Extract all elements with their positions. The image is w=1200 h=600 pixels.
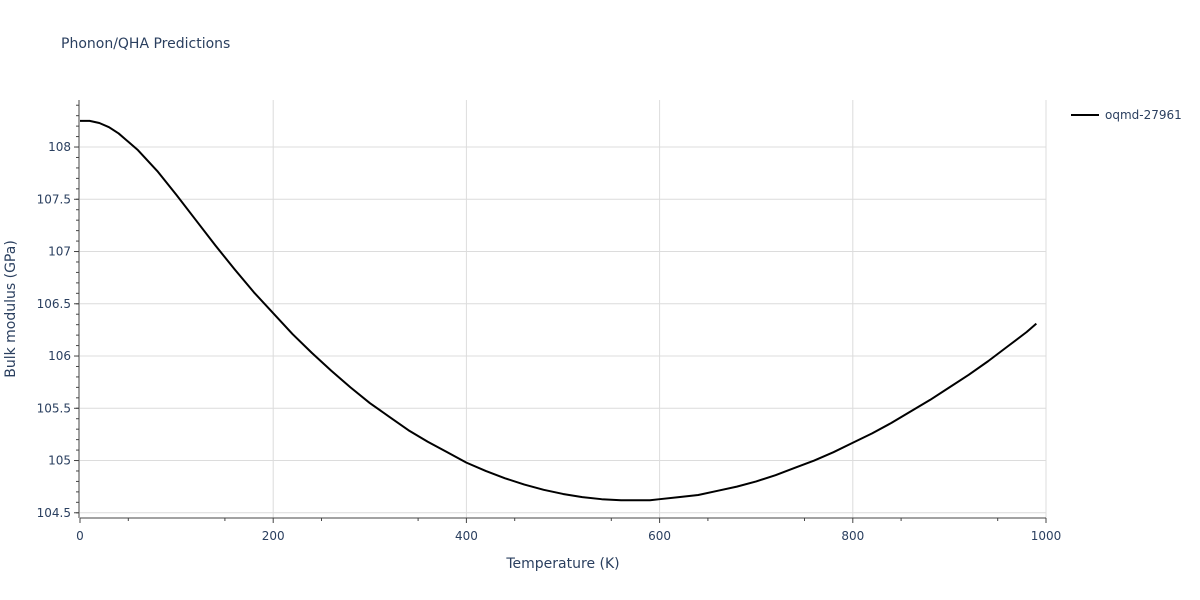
y-axis-ticks: 104.5 105 105.5 106 106.5 107 107.5 108 bbox=[37, 104, 79, 520]
x-tick-label: 400 bbox=[455, 529, 478, 543]
x-tick-label: 800 bbox=[841, 529, 864, 543]
y-tick-label: 106 bbox=[48, 349, 71, 363]
series-line-0 bbox=[80, 119, 1037, 502]
legend[interactable]: oqmd-27961 bbox=[1071, 108, 1182, 122]
y-tick-label: 108 bbox=[48, 140, 71, 154]
x-tick-label: 600 bbox=[648, 529, 671, 543]
y-tick-label: 104.5 bbox=[37, 506, 71, 520]
y-tick-label: 107 bbox=[48, 245, 71, 259]
x-axis-ticks: 0 200 400 600 800 1000 bbox=[76, 518, 1061, 543]
y-axis-title: Bulk modulus (GPa) bbox=[3, 240, 19, 378]
x-tick-label: 1000 bbox=[1031, 529, 1062, 543]
chart-title: Phonon/QHA Predictions bbox=[61, 36, 231, 52]
y-tick-label: 105 bbox=[48, 454, 71, 468]
legend-label: oqmd-27961 bbox=[1105, 108, 1182, 122]
x-gridlines bbox=[272, 100, 1047, 518]
y-gridlines bbox=[80, 146, 1046, 514]
y-tick-label: 107.5 bbox=[37, 192, 71, 206]
y-tick-label: 105.5 bbox=[37, 401, 71, 415]
y-tick-label: 106.5 bbox=[37, 297, 71, 311]
series-lines bbox=[80, 119, 1037, 502]
x-axis-title: Temperature (K) bbox=[505, 556, 619, 572]
x-tick-label: 200 bbox=[262, 529, 285, 543]
x-tick-label: 0 bbox=[76, 529, 84, 543]
